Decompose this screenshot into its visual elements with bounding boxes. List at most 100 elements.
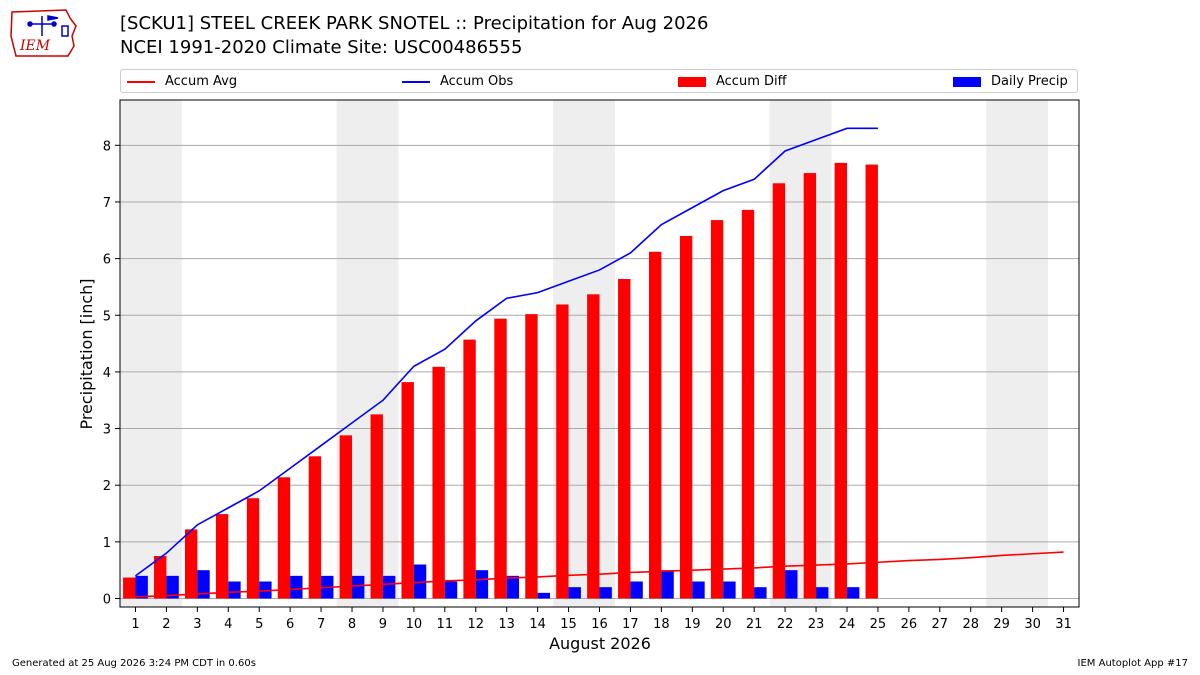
accum-diff-bar bbox=[184, 529, 198, 599]
y-axis-label: Precipitation [inch] bbox=[77, 278, 96, 429]
legend-item-accum-obs: Accum Obs bbox=[402, 73, 513, 91]
accum-diff-bar bbox=[401, 382, 414, 599]
daily-precip-bar bbox=[506, 575, 520, 599]
x-axis-label: August 2026 bbox=[549, 634, 651, 653]
daily-precip-bar bbox=[723, 581, 736, 599]
daily-precip-bar bbox=[382, 575, 396, 599]
bars bbox=[123, 162, 878, 599]
accum-diff-bar bbox=[618, 279, 631, 599]
daily-precip-bar bbox=[661, 570, 674, 599]
weather-station-icon bbox=[27, 15, 69, 37]
y-tick-label: 6 bbox=[103, 253, 111, 268]
daily-precip-bar bbox=[537, 592, 551, 599]
accum-diff-bar bbox=[587, 294, 600, 599]
legend-item-accum-diff: Accum Diff bbox=[678, 73, 787, 91]
legend-item-accum-avg: Accum Avg bbox=[127, 73, 237, 91]
legend-label-accum-diff: Accum Diff bbox=[716, 74, 787, 89]
accum-obs-line bbox=[134, 127, 878, 577]
y-tick-label: 5 bbox=[103, 309, 111, 324]
iowa-state-outline bbox=[10, 9, 77, 57]
accum-diff-bar bbox=[123, 577, 136, 599]
daily-precip-bar bbox=[568, 587, 581, 599]
accum-diff-bar bbox=[772, 183, 786, 599]
iem-logo: IEM bbox=[10, 9, 77, 57]
daily-precip-bar bbox=[630, 581, 643, 599]
x-tick-label: 21 bbox=[746, 617, 763, 632]
x-tick-label: 16 bbox=[591, 617, 608, 632]
x-tick-label: 13 bbox=[498, 617, 515, 632]
x-tick-label: 23 bbox=[808, 617, 825, 632]
x-tick-label: 1 bbox=[131, 617, 139, 632]
x-tick-label: 12 bbox=[467, 617, 484, 632]
generated-timestamp: Generated at 25 Aug 2026 3:24 PM CDT in … bbox=[12, 658, 256, 669]
x-tick-label: 18 bbox=[653, 617, 670, 632]
y-tick-label: 3 bbox=[103, 423, 111, 438]
x-tick-label: 22 bbox=[777, 617, 794, 632]
legend-swatch-accum-avg bbox=[127, 80, 155, 83]
weekend-band bbox=[120, 100, 182, 607]
legend-swatch-daily-precip bbox=[953, 76, 981, 87]
x-tick-label: 15 bbox=[560, 617, 577, 632]
accum-diff-bar bbox=[525, 314, 538, 599]
legend-label-accum-obs: Accum Obs bbox=[440, 74, 514, 89]
title-line-1: [SCKU1] STEEL CREEK PARK SNOTEL :: Preci… bbox=[120, 13, 709, 34]
x-tick-label: 20 bbox=[715, 617, 732, 632]
accum-diff-bar bbox=[710, 220, 724, 599]
legend-label-accum-avg: Accum Avg bbox=[165, 74, 238, 89]
accum-diff-bar bbox=[494, 318, 507, 599]
legend-swatch-accum-obs bbox=[402, 80, 430, 83]
accum-diff-bar bbox=[803, 173, 817, 599]
x-tick-label: 29 bbox=[993, 617, 1010, 632]
daily-precip-bar bbox=[816, 587, 829, 599]
app-label: IEM Autoplot App #17 bbox=[1077, 658, 1188, 669]
x-tick-label: 3 bbox=[193, 617, 201, 632]
accum-diff-bar bbox=[432, 366, 445, 599]
weekend-band bbox=[986, 100, 1049, 607]
accum-diff-bar bbox=[679, 235, 693, 599]
daily-precip-bar bbox=[692, 581, 705, 599]
x-axis-ticks: 1 2 3 4 5 6 7 8 9 10 11 12 13 14 15 16 17 18 19 20 21 22 23 24 2… bbox=[131, 607, 1072, 632]
x-tick-label: 2 bbox=[162, 617, 170, 632]
accum-diff-bar bbox=[741, 209, 755, 599]
accum-avg-line bbox=[135, 551, 1064, 598]
daily-precip-bar bbox=[352, 575, 365, 599]
accum-diff-bar bbox=[370, 414, 383, 599]
x-tick-label: 24 bbox=[839, 617, 856, 632]
daily-precip-bar bbox=[599, 587, 612, 599]
chart-title: [SCKU1] STEEL CREEK PARK SNOTEL :: Preci… bbox=[120, 12, 708, 60]
x-tick-label: 4 bbox=[224, 617, 232, 632]
accum-diff-bar bbox=[246, 498, 260, 599]
daily-precip-bar bbox=[135, 575, 148, 599]
accum-diff-bar bbox=[277, 477, 291, 599]
x-tick-label: 14 bbox=[529, 617, 546, 632]
accum-diff-bar bbox=[865, 164, 878, 599]
x-tick-label: 26 bbox=[901, 617, 918, 632]
accum-diff-bar bbox=[215, 514, 229, 599]
x-tick-label: 25 bbox=[870, 617, 887, 632]
accum-diff-bar bbox=[154, 556, 167, 599]
legend-item-daily-precip: Daily Precip bbox=[953, 73, 1068, 91]
x-tick-label: 28 bbox=[962, 617, 979, 632]
daily-precip-bar bbox=[228, 581, 241, 599]
legend-swatch-accum-diff bbox=[678, 76, 706, 87]
accum-diff-bar bbox=[463, 339, 476, 599]
x-tick-label: 19 bbox=[684, 617, 701, 632]
legend: Accum Avg Accum Obs Accum Diff Daily Pre… bbox=[120, 69, 1078, 93]
y-tick-label: 7 bbox=[103, 196, 111, 211]
y-tick-label: 4 bbox=[103, 366, 111, 381]
series-lines bbox=[134, 127, 1064, 598]
x-tick-label: 6 bbox=[286, 617, 294, 632]
x-tick-label: 31 bbox=[1055, 617, 1072, 632]
x-tick-label: 30 bbox=[1024, 617, 1041, 632]
daily-precip-bar bbox=[785, 570, 798, 599]
x-tick-label: 9 bbox=[379, 617, 387, 632]
y-tick-label: 2 bbox=[103, 479, 111, 494]
x-tick-label: 17 bbox=[622, 617, 639, 632]
daily-precip-bar bbox=[290, 575, 303, 599]
logo-text: IEM bbox=[19, 38, 51, 54]
daily-precip-bar bbox=[166, 575, 179, 599]
x-tick-label: 27 bbox=[932, 617, 949, 632]
title-line-2: NCEI 1991-2020 Climate Site: USC00486555 bbox=[120, 37, 523, 58]
x-tick-label: 8 bbox=[348, 617, 356, 632]
